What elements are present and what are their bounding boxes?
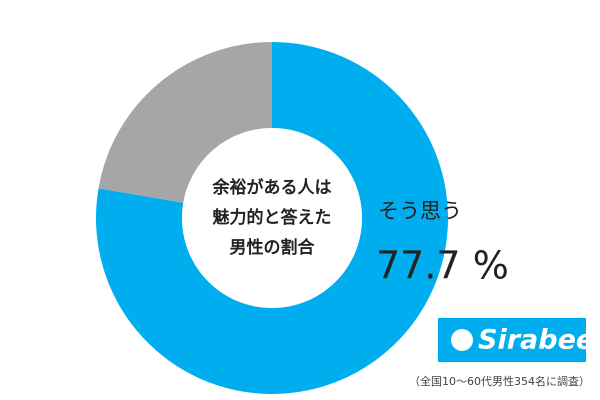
- center-title: 男性の割合: [230, 237, 316, 258]
- center-title: 余裕がある人は: [212, 177, 332, 198]
- donut-hole: [182, 128, 362, 308]
- value-label: 77.7 %: [376, 244, 509, 288]
- donut-segment: [96, 42, 449, 394]
- logo: Sirabee: [478, 325, 594, 356]
- donut-segment: [98, 42, 272, 203]
- center-title: 魅力的と答えた: [213, 207, 332, 228]
- footnote: （全国10～60代男性354名に調査）: [409, 374, 590, 388]
- category-label: そう思う: [378, 199, 462, 223]
- logo-icon: [451, 329, 473, 351]
